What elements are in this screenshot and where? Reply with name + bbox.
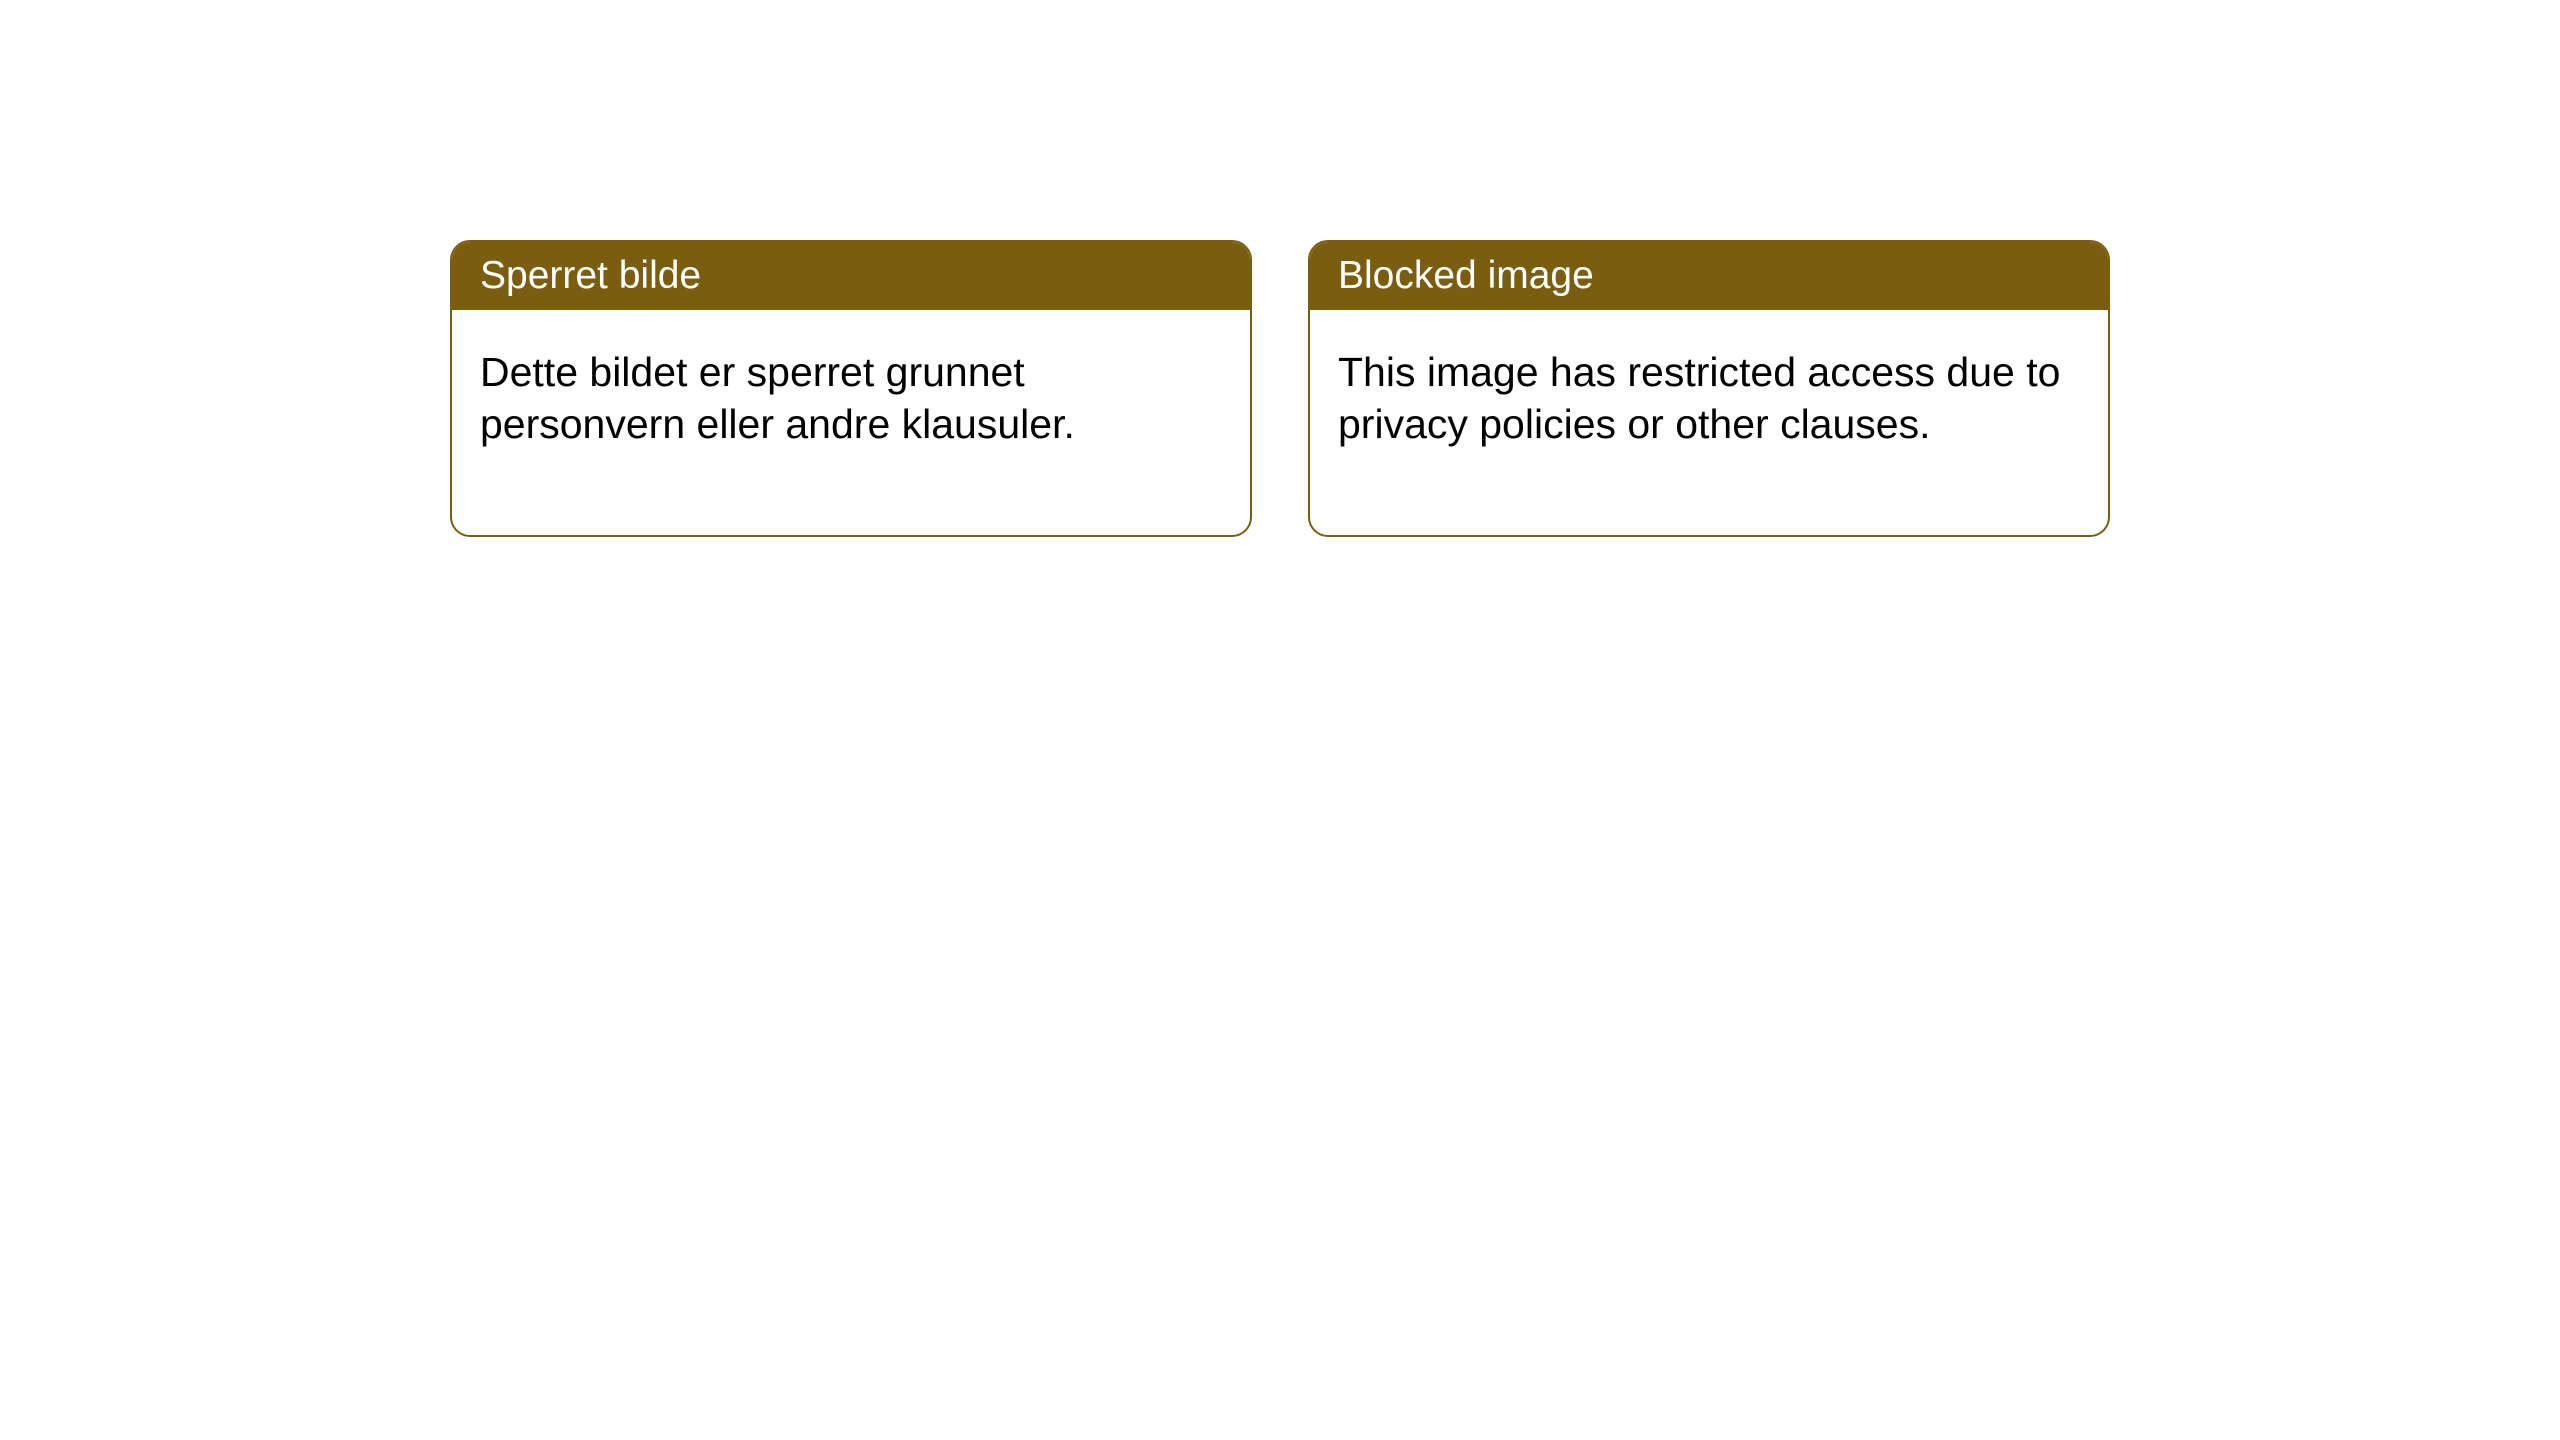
notice-card-english: Blocked image This image has restricted … [1308,240,2110,537]
notice-body: This image has restricted access due to … [1310,310,2108,535]
notice-body-text: Dette bildet er sperret grunnet personve… [480,349,1075,447]
notice-card-norwegian: Sperret bilde Dette bildet er sperret gr… [450,240,1252,537]
notice-body-text: This image has restricted access due to … [1338,349,2060,447]
notice-title: Blocked image [1338,254,1594,297]
notice-header: Blocked image [1310,242,2108,310]
notice-header: Sperret bilde [452,242,1250,310]
notice-body: Dette bildet er sperret grunnet personve… [452,310,1250,535]
notice-container: Sperret bilde Dette bildet er sperret gr… [450,240,2110,537]
notice-title: Sperret bilde [480,254,701,297]
